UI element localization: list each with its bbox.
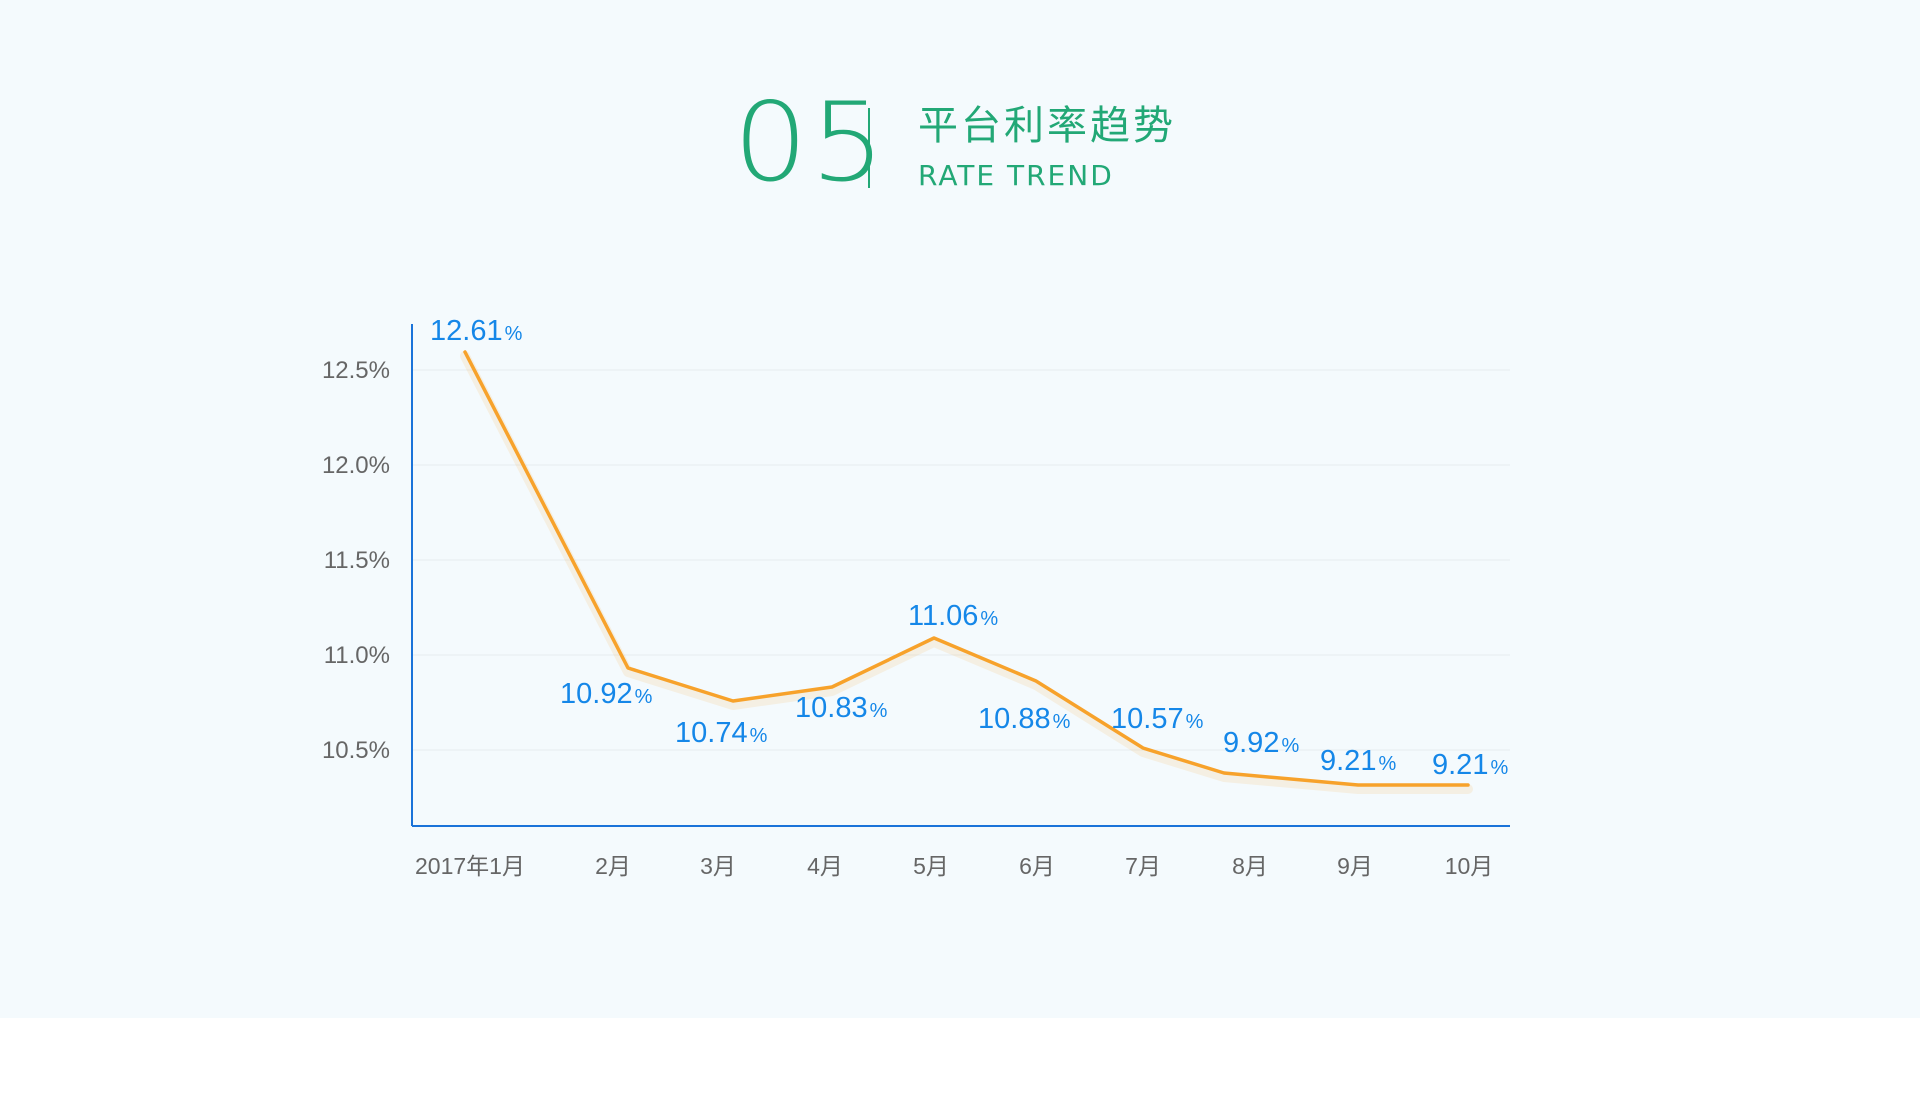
data-label: 10.83%: [795, 692, 888, 724]
chart-panel: [0, 0, 1920, 1018]
data-label: 12.61%: [430, 315, 523, 347]
data-label: 9.21%: [1432, 749, 1508, 781]
y-tick-label: 11.0%: [324, 642, 390, 669]
x-tick-label: 7月: [1125, 853, 1161, 879]
x-tick-label: 6月: [1019, 853, 1055, 879]
series-line: [463, 350, 1470, 787]
data-label: 11.06%: [908, 600, 998, 632]
data-label: 10.92%: [560, 678, 653, 710]
x-tick-label: 2月: [595, 853, 631, 879]
section-subtitle: RATE TREND: [918, 159, 1114, 192]
x-tick-label: 3月: [700, 853, 736, 879]
x-tick-label: 4月: [807, 853, 843, 879]
data-label: 10.57%: [1111, 703, 1204, 735]
data-label: 9.21%: [1320, 745, 1396, 777]
x-tick-label: 2017年1月: [415, 853, 525, 879]
data-label: 9.92%: [1223, 727, 1299, 759]
y-tick-label: 10.5%: [322, 737, 390, 764]
y-tick-label: 12.0%: [322, 452, 390, 479]
section-header: 05 平台利率趋势 RATE TREND: [0, 0, 1920, 220]
x-tick-label: 9月: [1337, 853, 1373, 879]
x-tick-label: 8月: [1232, 853, 1268, 879]
data-label: 10.74%: [675, 717, 768, 749]
y-tick-label: 11.5%: [324, 547, 390, 574]
section-number: 05: [733, 78, 888, 206]
section-title: 平台利率趋势: [918, 103, 1176, 149]
y-tick-label: 12.5%: [322, 357, 390, 384]
series-line-shadow: [460, 351, 1473, 794]
x-tick-label: 10月: [1445, 853, 1494, 879]
x-tick-label: 5月: [913, 853, 949, 879]
section-divider: [868, 108, 870, 188]
data-label: 10.88%: [978, 703, 1071, 735]
